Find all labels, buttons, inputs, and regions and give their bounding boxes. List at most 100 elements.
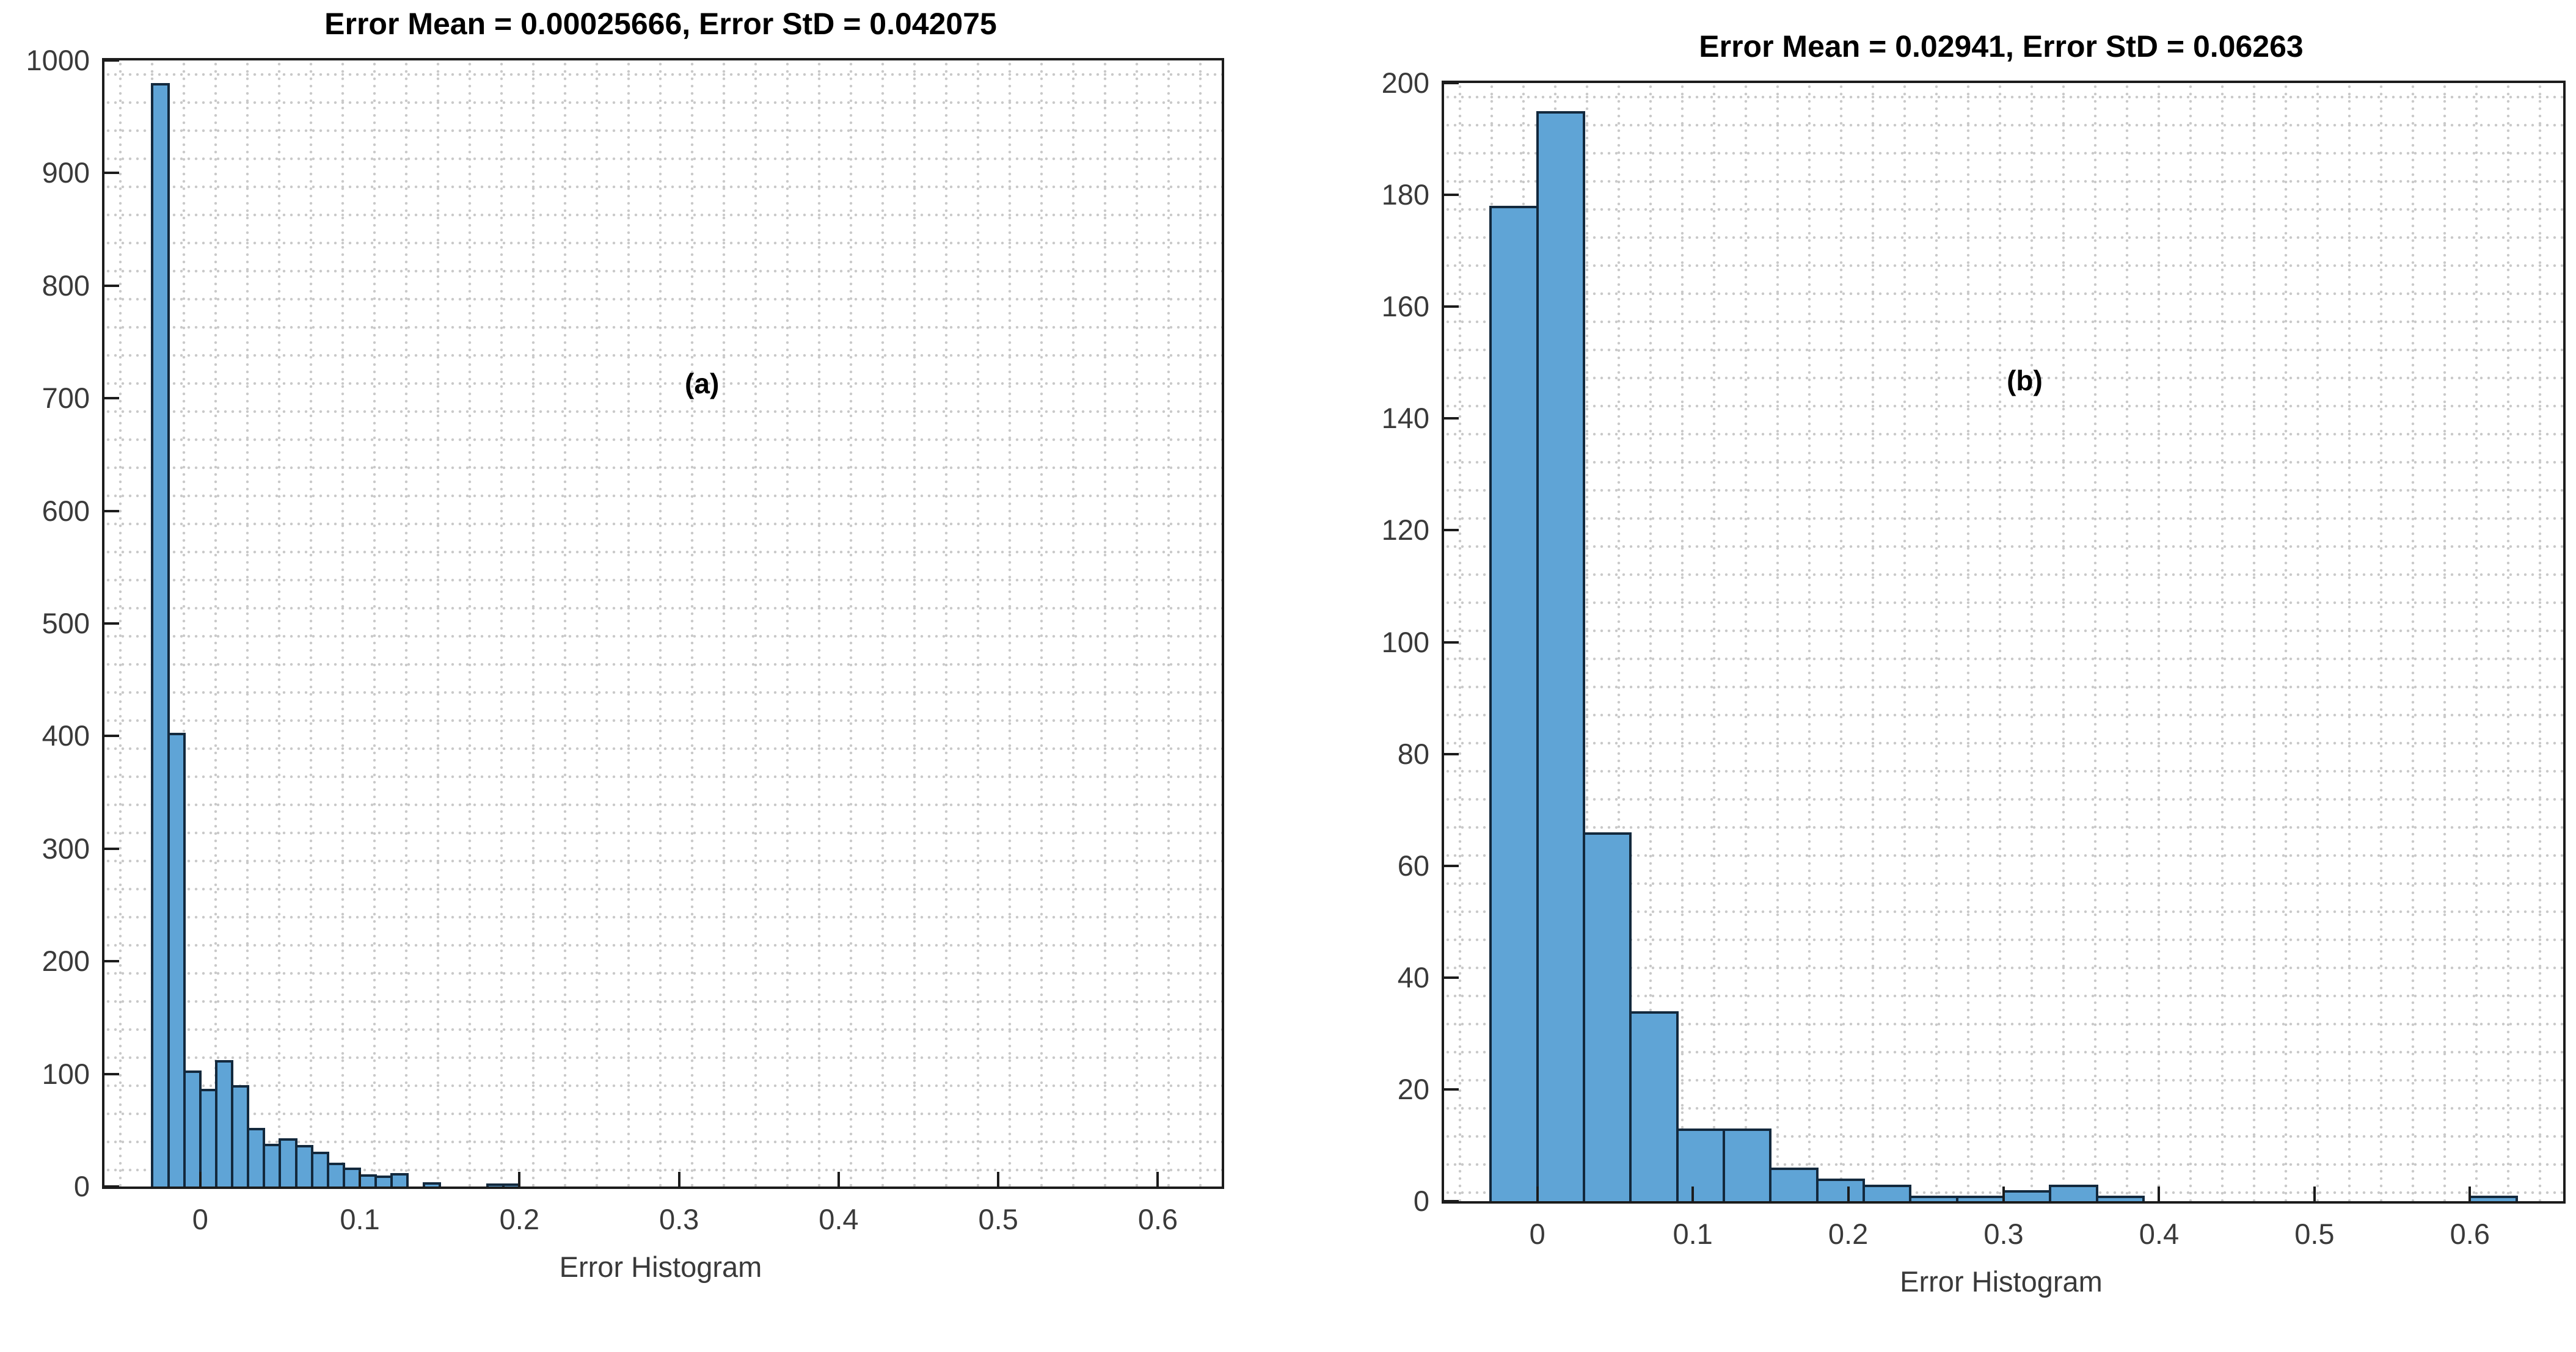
histogram-bar bbox=[2002, 1190, 2052, 1201]
histogram-bar bbox=[326, 1163, 345, 1187]
x-tick-mark bbox=[837, 1172, 840, 1187]
histogram-bar bbox=[151, 82, 170, 1187]
y-tick-mark bbox=[1444, 82, 1459, 84]
plot-a-xlabel: Error Histogram bbox=[559, 1251, 762, 1283]
x-tick-label: 0.6 bbox=[1137, 1203, 1178, 1235]
plot-a-area: 0 0.1 0.2 0.3 0.4 0.5 0.6 0 100 200 300 400 500 600 70… bbox=[26, 44, 1224, 1235]
histogram-bar bbox=[1863, 1184, 1912, 1201]
y-tick-mark bbox=[104, 960, 119, 963]
x-tick-label: 0.3 bbox=[1983, 1218, 2024, 1250]
histogram-bar bbox=[1536, 111, 1585, 1201]
y-tick-label: 20 bbox=[1397, 1072, 1429, 1105]
x-tick-mark bbox=[2158, 1187, 2161, 1201]
y-tick-mark bbox=[104, 1072, 119, 1075]
x-tick-mark bbox=[518, 1172, 521, 1187]
y-tick-label: 0 bbox=[73, 1170, 90, 1202]
y-tick-label: 160 bbox=[1381, 290, 1429, 323]
x-tick-mark bbox=[199, 1172, 202, 1187]
x-tick-mark bbox=[2002, 1187, 2005, 1201]
y-tick-label: 100 bbox=[1381, 625, 1429, 658]
y-tick-label: 60 bbox=[1397, 849, 1429, 882]
plot-a-title: Error Mean = 0.00025666, Error StD = 0.0… bbox=[324, 7, 997, 41]
y-tick-label: 100 bbox=[42, 1057, 90, 1090]
y-tick-label: 800 bbox=[42, 269, 90, 302]
x-tick-label: 0.3 bbox=[659, 1203, 699, 1235]
histogram-bar bbox=[1769, 1168, 1819, 1201]
y-tick-mark bbox=[104, 172, 119, 175]
x-tick-mark bbox=[1156, 1172, 1159, 1187]
y-tick-label: 900 bbox=[42, 156, 90, 189]
y-tick-mark bbox=[104, 59, 119, 62]
y-tick-mark bbox=[104, 509, 119, 512]
y-tick-mark bbox=[104, 847, 119, 850]
y-tick-label: 200 bbox=[1381, 67, 1429, 99]
histogram-bar bbox=[1955, 1195, 2005, 1201]
y-tick-mark bbox=[1444, 976, 1459, 979]
y-tick-label: 0 bbox=[1413, 1185, 1429, 1217]
x-tick-label: 0.6 bbox=[2450, 1218, 2490, 1250]
histogram-bar bbox=[1583, 832, 1632, 1201]
y-tick-mark bbox=[1444, 417, 1459, 420]
y-tick-label: 40 bbox=[1397, 961, 1429, 994]
y-tick-mark bbox=[1444, 194, 1459, 197]
x-tick-label: 0.1 bbox=[1673, 1218, 1713, 1250]
y-tick-mark bbox=[104, 397, 119, 400]
y-tick-label: 300 bbox=[42, 832, 90, 865]
plot-b-annotation: (b) bbox=[2007, 364, 2043, 396]
x-tick-label: 0.4 bbox=[819, 1203, 859, 1235]
histogram-bar bbox=[390, 1172, 409, 1187]
x-tick-mark bbox=[677, 1172, 680, 1187]
x-tick-mark bbox=[2468, 1187, 2472, 1201]
x-tick-mark bbox=[997, 1172, 1000, 1187]
histogram-bar bbox=[422, 1182, 441, 1187]
x-tick-label: 0 bbox=[192, 1203, 208, 1235]
y-tick-label: 120 bbox=[1381, 514, 1429, 547]
histogram-bar bbox=[1723, 1128, 1772, 1201]
y-tick-mark bbox=[1444, 752, 1459, 755]
y-tick-mark bbox=[104, 1185, 119, 1188]
plot-a-annotation: (a) bbox=[685, 367, 720, 399]
y-tick-mark bbox=[1444, 1088, 1459, 1091]
x-tick-label: 0.2 bbox=[1828, 1218, 1869, 1250]
histogram-bar bbox=[1629, 1011, 1679, 1201]
y-tick-mark bbox=[1444, 1200, 1459, 1202]
histogram-bar bbox=[167, 732, 186, 1187]
y-tick-label: 700 bbox=[42, 382, 90, 415]
x-tick-label: 0.5 bbox=[2294, 1218, 2335, 1250]
x-tick-mark bbox=[1847, 1187, 1850, 1201]
y-tick-label: 400 bbox=[42, 719, 90, 752]
x-tick-label: 0 bbox=[1529, 1218, 1545, 1250]
y-tick-label: 180 bbox=[1381, 178, 1429, 211]
y-tick-label: 600 bbox=[42, 494, 90, 527]
x-tick-mark bbox=[1536, 1187, 1539, 1201]
histogram-bar bbox=[199, 1088, 217, 1187]
y-tick-label: 140 bbox=[1381, 402, 1429, 435]
histogram-bar bbox=[294, 1144, 313, 1187]
histogram-bar bbox=[263, 1143, 282, 1187]
y-tick-label: 80 bbox=[1397, 737, 1429, 770]
histogram-bar bbox=[2468, 1195, 2518, 1201]
plot-b-area: 0 0.1 0.2 0.3 0.4 0.5 0.6 0 20 40 60 80 100 120 140 160… bbox=[1382, 67, 2566, 1250]
x-tick-label: 0.1 bbox=[340, 1203, 380, 1235]
y-tick-mark bbox=[1444, 529, 1459, 532]
y-tick-label: 200 bbox=[42, 945, 90, 978]
histogram-bar bbox=[231, 1085, 250, 1187]
x-tick-mark bbox=[2313, 1187, 2316, 1201]
histogram-bar bbox=[1909, 1195, 1958, 1201]
plot-b-xlabel: Error Histogram bbox=[1900, 1265, 2103, 1298]
plot-b-title: Error Mean = 0.02941, Error StD = 0.0626… bbox=[1699, 29, 2304, 64]
y-tick-mark bbox=[1444, 305, 1459, 308]
x-tick-label: 0.4 bbox=[2139, 1218, 2180, 1250]
x-tick-label: 0.5 bbox=[978, 1203, 1018, 1235]
y-tick-label: 500 bbox=[42, 607, 90, 639]
y-tick-mark bbox=[104, 735, 119, 738]
x-tick-mark bbox=[1691, 1187, 1695, 1201]
histogram-bar bbox=[1676, 1128, 1725, 1201]
x-tick-label: 0.2 bbox=[499, 1203, 539, 1235]
histogram-bar bbox=[1815, 1179, 1865, 1201]
y-tick-mark bbox=[1444, 641, 1459, 644]
histogram-bar bbox=[1489, 206, 1539, 1201]
y-tick-mark bbox=[104, 622, 119, 625]
y-tick-mark bbox=[104, 284, 119, 287]
